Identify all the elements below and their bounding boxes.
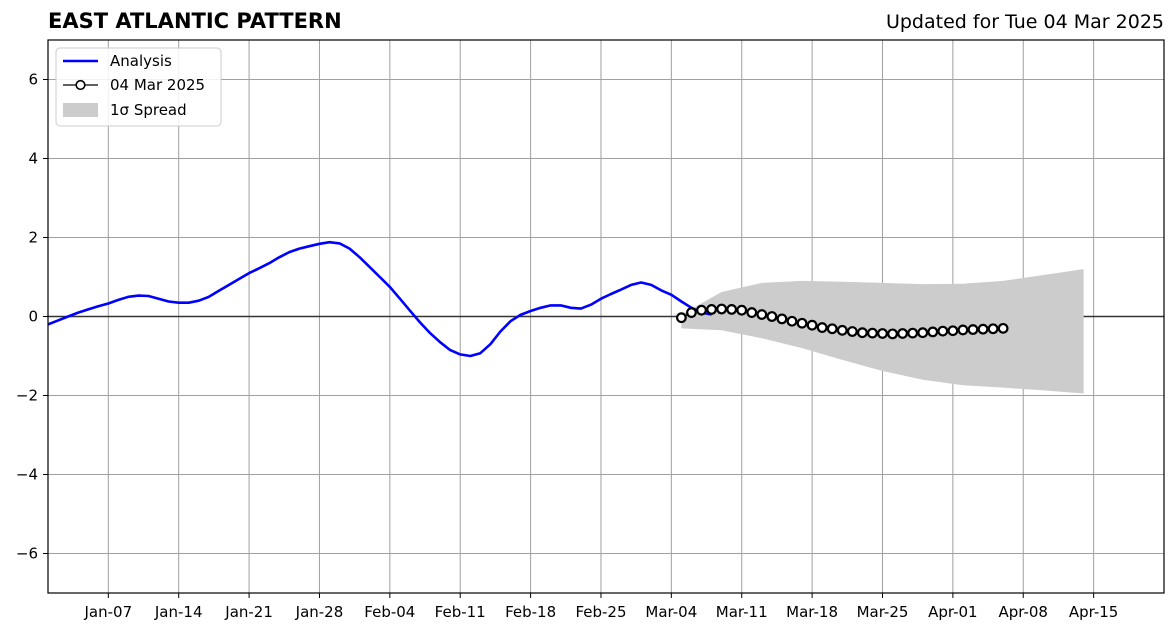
forecast-point bbox=[897, 328, 908, 339]
forecast-point bbox=[696, 304, 707, 316]
forecast-point bbox=[937, 325, 949, 337]
y-tick-label: −2 bbox=[16, 387, 38, 405]
forecast-point bbox=[756, 309, 768, 320]
legend: Analysis 04 Mar 2025 1σ Spread bbox=[55, 47, 222, 127]
x-tick-label: Jan-28 bbox=[295, 603, 344, 621]
y-tick-label: 2 bbox=[28, 229, 38, 247]
axis-ticks: Jan-07 Jan-14 Jan-21 Jan-28 Feb-04 Feb-11 Feb-… bbox=[16, 71, 1118, 622]
legend-label: 04 Mar 2025 bbox=[110, 76, 205, 94]
y-tick-label: −6 bbox=[16, 545, 38, 563]
forecast-point bbox=[987, 323, 999, 335]
x-tick-label: Mar-04 bbox=[645, 603, 697, 621]
forecast-point bbox=[676, 312, 687, 324]
forecast-point bbox=[716, 303, 728, 315]
x-tick-label: Mar-25 bbox=[857, 603, 909, 621]
forecast-point bbox=[927, 326, 939, 338]
forecast-point bbox=[706, 303, 717, 315]
forecast-point bbox=[977, 323, 989, 335]
x-tick-label: Apr-08 bbox=[998, 603, 1048, 621]
legend-label: 1σ Spread bbox=[110, 101, 187, 119]
forecast-point bbox=[957, 324, 969, 336]
forecast-point bbox=[967, 324, 979, 335]
forecast-point bbox=[877, 328, 888, 339]
forecast-point bbox=[997, 322, 1009, 334]
forecast-point bbox=[736, 304, 748, 316]
x-tick-label: Feb-11 bbox=[435, 603, 486, 621]
forecast-point bbox=[846, 326, 858, 337]
y-tick-label: 4 bbox=[28, 150, 38, 168]
x-tick-label: Apr-15 bbox=[1069, 603, 1119, 621]
forecast-point bbox=[786, 315, 798, 327]
forecast-point bbox=[686, 307, 697, 318]
x-tick-label: Jan-07 bbox=[84, 603, 133, 621]
x-tick-label: Feb-18 bbox=[505, 603, 556, 621]
series-group bbox=[48, 240, 1009, 358]
forecast-point bbox=[867, 327, 878, 339]
x-tick-label: Feb-04 bbox=[364, 603, 415, 621]
forecast-point bbox=[856, 327, 868, 339]
forecast-point bbox=[917, 327, 929, 339]
forecast-point bbox=[836, 324, 848, 336]
forecast-point bbox=[947, 325, 959, 337]
y-tick-label: −4 bbox=[16, 466, 38, 484]
y-tick-label: 0 bbox=[28, 308, 38, 326]
analysis-line bbox=[48, 240, 712, 358]
forecast-point bbox=[826, 323, 838, 335]
forecast-point bbox=[796, 317, 808, 329]
forecast-point bbox=[776, 313, 788, 325]
forecast-point bbox=[907, 327, 919, 339]
forecast-point bbox=[746, 307, 758, 318]
forecast-point bbox=[887, 328, 898, 340]
legend-swatch-spread bbox=[63, 103, 98, 117]
x-tick-label: Feb-25 bbox=[575, 603, 626, 621]
forecast-point bbox=[816, 322, 828, 333]
y-tick-label: 6 bbox=[28, 71, 38, 89]
x-tick-label: Apr-01 bbox=[928, 603, 978, 621]
forecast-point bbox=[726, 303, 738, 315]
chart-subtitle: Updated for Tue 04 Mar 2025 bbox=[885, 11, 1164, 33]
chart-title: EAST ATLANTIC PATTERN bbox=[48, 9, 342, 33]
forecast-point bbox=[806, 319, 818, 331]
forecast-point bbox=[766, 311, 778, 322]
x-tick-label: Jan-14 bbox=[154, 603, 203, 621]
legend-label: Analysis bbox=[110, 52, 172, 70]
legend-swatch-forecast-marker bbox=[75, 79, 86, 91]
x-tick-label: Jan-21 bbox=[224, 603, 273, 621]
x-tick-label: Mar-11 bbox=[716, 603, 768, 621]
x-tick-label: Mar-18 bbox=[786, 603, 838, 621]
